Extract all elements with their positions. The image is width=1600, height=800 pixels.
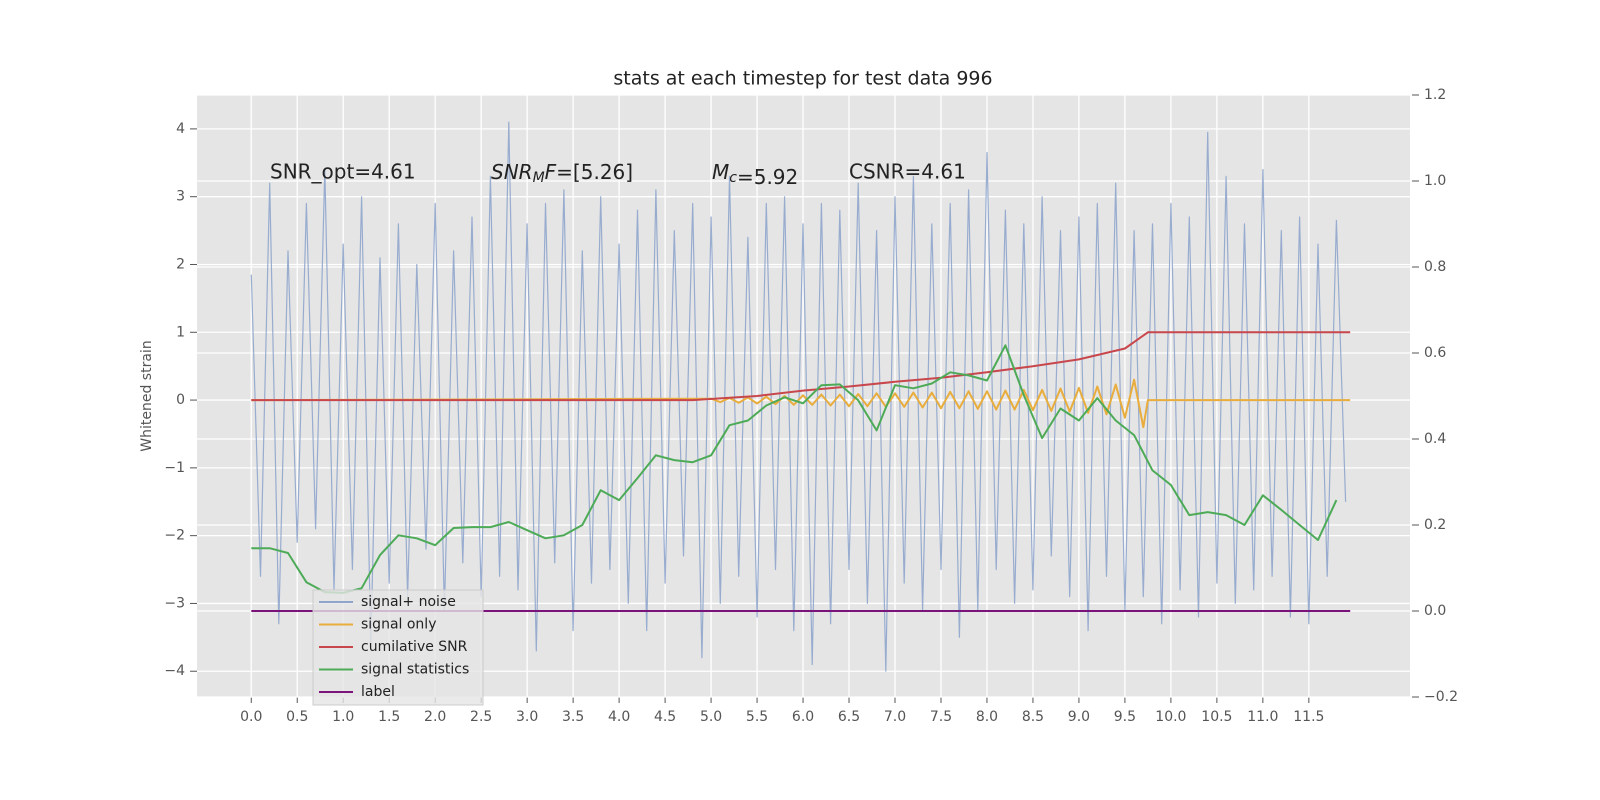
annotation: SNRMF=[5.26] bbox=[491, 160, 633, 187]
annotation: Mc=5.92 bbox=[712, 160, 798, 189]
x-tick-label: 9.0 bbox=[1068, 709, 1090, 725]
y2-tick-label: 1.2 bbox=[1424, 87, 1446, 103]
x-tick-label: 5.0 bbox=[700, 709, 722, 725]
annotation-part: SNR bbox=[491, 160, 533, 184]
legend-label: label bbox=[361, 684, 395, 700]
annotation-part: M bbox=[533, 170, 545, 186]
x-tick-label: 0.0 bbox=[240, 709, 262, 725]
x-tick-label: 2.0 bbox=[424, 709, 446, 725]
x-tick-label: 7.0 bbox=[884, 709, 906, 725]
x-tick-label: 1.5 bbox=[378, 709, 400, 725]
series-line bbox=[251, 344, 1338, 594]
y-tick-label: −4 bbox=[164, 663, 185, 679]
y2-tick-label: 0.2 bbox=[1424, 517, 1446, 533]
x-tick-label: 11.0 bbox=[1247, 709, 1278, 725]
chart-title: stats at each timestep for test data 996 bbox=[613, 68, 992, 90]
x-tick-label: 4.0 bbox=[608, 709, 630, 725]
x-tick-label: 8.0 bbox=[976, 709, 998, 725]
annotation-part: M bbox=[712, 160, 729, 184]
annotation-part: =[5.26] bbox=[556, 160, 633, 184]
x-tick-label: 10.5 bbox=[1201, 709, 1232, 725]
annotation: CSNR=4.61 bbox=[849, 160, 966, 184]
legend-label: signal only bbox=[361, 617, 436, 633]
x-tick-label: 4.5 bbox=[654, 709, 676, 725]
x-tick-label: 1.0 bbox=[332, 709, 354, 725]
y-tick-label: −1 bbox=[164, 460, 185, 476]
annotation-part: c bbox=[729, 170, 737, 186]
x-tick-label: 6.5 bbox=[838, 709, 860, 725]
x-tick-label: 7.5 bbox=[930, 709, 952, 725]
x-tick-label: 11.5 bbox=[1293, 709, 1324, 725]
y-tick-label: 2 bbox=[176, 256, 185, 272]
x-tick-label: 6.0 bbox=[792, 709, 814, 725]
x-tick-label: 2.5 bbox=[470, 709, 492, 725]
y2-tick-label: 0.8 bbox=[1424, 259, 1446, 275]
y-tick-label: 3 bbox=[176, 189, 185, 205]
y2-tick-label: 0.4 bbox=[1424, 431, 1446, 447]
y-tick-label: 4 bbox=[176, 121, 185, 137]
y2-tick-label: 0.6 bbox=[1424, 345, 1446, 361]
x-tick-label: 10.0 bbox=[1155, 709, 1186, 725]
y-axis-label: Whitened strain bbox=[139, 340, 155, 451]
x-tick-label: 8.5 bbox=[1022, 709, 1044, 725]
y2-tick-label: −0.2 bbox=[1424, 689, 1458, 705]
y-tick-label: −3 bbox=[164, 595, 185, 611]
x-tick-label: 3.0 bbox=[516, 709, 538, 725]
legend-label: signal statistics bbox=[361, 662, 469, 678]
x-tick-label: 0.5 bbox=[286, 709, 308, 725]
legend-label: signal+ noise bbox=[361, 594, 456, 610]
y-tick-label: 1 bbox=[176, 324, 185, 340]
x-tick-label: 3.5 bbox=[562, 709, 584, 725]
x-tick-label: 9.5 bbox=[1114, 709, 1136, 725]
annotation: SNR_opt=4.61 bbox=[270, 160, 416, 184]
y2-tick-label: 0.0 bbox=[1424, 603, 1446, 619]
series-line bbox=[250, 121, 1347, 672]
y2-tick-label: 1.0 bbox=[1424, 173, 1446, 189]
series-line bbox=[251, 378, 1351, 429]
y-tick-label: 0 bbox=[176, 392, 185, 408]
annotation-part: F bbox=[545, 160, 557, 184]
y-tick-label: −2 bbox=[164, 528, 185, 544]
x-tick-label: 5.5 bbox=[746, 709, 768, 725]
legend-label: cumilative SNR bbox=[361, 639, 468, 655]
annotation-part: =5.92 bbox=[737, 165, 798, 189]
